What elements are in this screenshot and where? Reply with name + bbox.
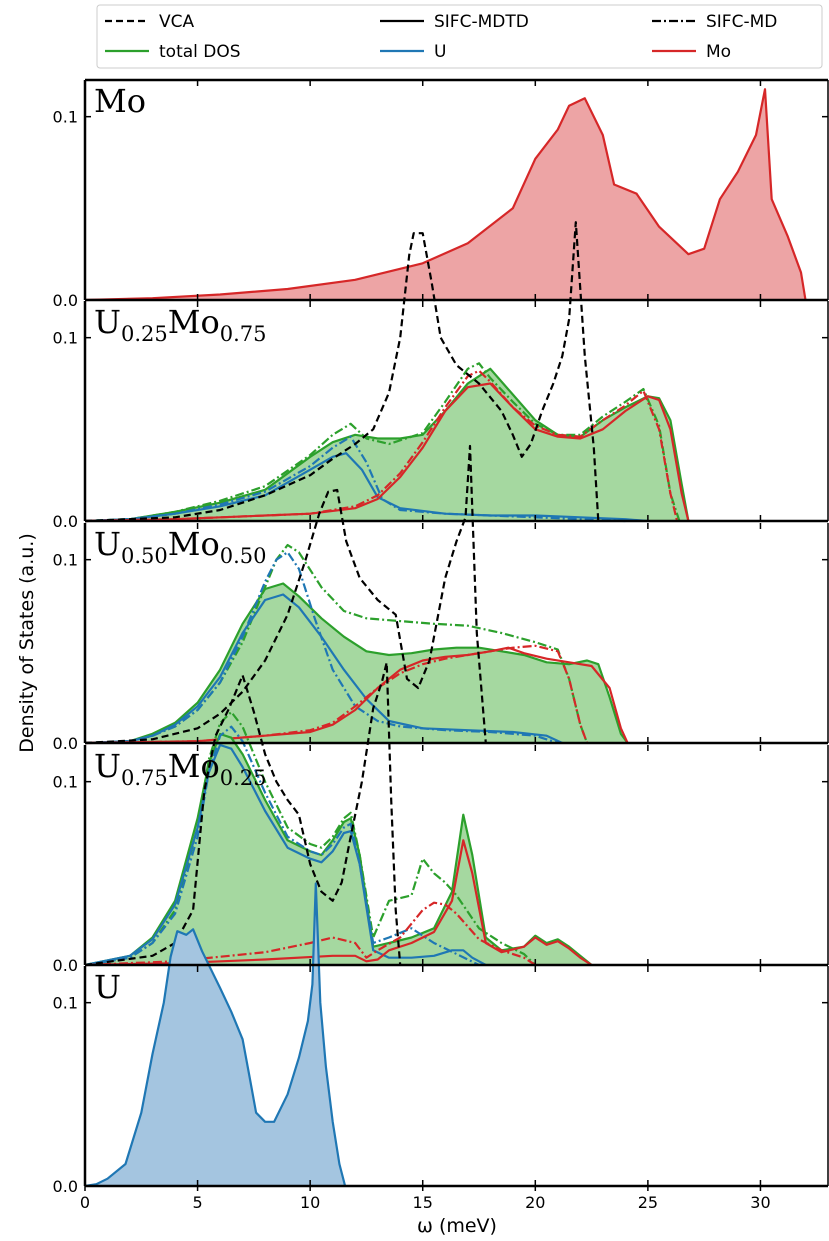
y-axis-label: Density of States (a.u.)	[16, 533, 38, 752]
x-tick-label: 10	[300, 1193, 320, 1212]
series-line	[84, 882, 347, 1188]
x-tick-label: 0	[80, 1193, 90, 1212]
legend-label: VCA	[159, 12, 194, 32]
panel-3: 0.0 0.1 U0.75Mo0.25	[53, 661, 829, 975]
y-tick-label: 0.1	[53, 329, 78, 348]
y-tick-label: 0.1	[53, 773, 78, 792]
y-tick-label: 0.1	[53, 994, 78, 1013]
legend-frame	[96, 4, 823, 69]
area-fill	[85, 368, 689, 521]
x-tick-label: 20	[525, 1193, 545, 1212]
series-line	[84, 582, 629, 745]
y-tick-label: 0.1	[53, 551, 78, 570]
series-line	[84, 221, 600, 523]
legend-label: SIFC-MD	[706, 12, 777, 32]
x-tick-label: 30	[750, 1193, 770, 1212]
series-line	[84, 839, 593, 967]
y-tick-label: 0.1	[53, 108, 78, 127]
area-fill	[85, 583, 628, 743]
x-tick-label: 15	[413, 1193, 433, 1212]
series-line	[84, 362, 681, 523]
legend-label: total DOS	[159, 42, 241, 62]
series-line	[84, 444, 487, 745]
series-line	[84, 88, 807, 302]
area-fill	[85, 89, 806, 300]
y-tick-label: 0.0	[53, 956, 78, 975]
series-line	[84, 743, 487, 967]
panel-label: U0.25Mo0.75	[94, 303, 267, 346]
series-line	[84, 710, 537, 967]
y-tick-label: 0.0	[53, 512, 78, 531]
legend: VCA SIFC-MDTD SIFC-MD total DOS U Mo	[96, 4, 823, 69]
y-tick-label: 0.0	[53, 1177, 78, 1196]
panel-1: 0.0 0.1 U0.25Mo0.75	[53, 221, 829, 531]
series-line	[84, 435, 626, 523]
panel-label: U0.50Mo0.50	[94, 525, 267, 568]
panels: 0.0 0.1 Mo 0.0 0.1 U0.25Mo0.75 0.0 0.1 U0.50Mo0.…	[53, 78, 829, 1212]
panel-2: 0.0 0.1 U0.50Mo0.50	[53, 444, 829, 753]
x-axis-label: ω (meV)	[417, 1215, 497, 1237]
panel-borders: 0 5 10 15 20 25 30	[80, 78, 828, 1212]
x-tick-label: 25	[638, 1193, 658, 1212]
axis-labels: ω (meV) Density of States (a.u.)	[16, 533, 497, 1237]
x-tick-label: 5	[192, 1193, 202, 1212]
series-line	[84, 452, 648, 523]
series-line	[84, 369, 679, 523]
panel-label: U0.75Mo0.25	[94, 747, 267, 790]
y-tick-label: 0.0	[53, 734, 78, 753]
panel-label: U	[94, 968, 121, 1006]
panel-4: 0.0 0.1 U	[53, 882, 829, 1196]
legend-label: SIFC-MDTD	[434, 12, 529, 32]
series-line	[84, 382, 690, 523]
series-line	[84, 661, 402, 967]
panel-0: 0.0 0.1 Mo	[53, 80, 829, 310]
legend-label: Mo	[706, 42, 731, 62]
series-line	[84, 901, 536, 967]
panel-label: Mo	[94, 82, 146, 120]
y-tick-label: 0.0	[53, 291, 78, 310]
series-line	[84, 644, 589, 745]
legend-label: U	[434, 42, 446, 62]
series-line	[84, 551, 559, 745]
